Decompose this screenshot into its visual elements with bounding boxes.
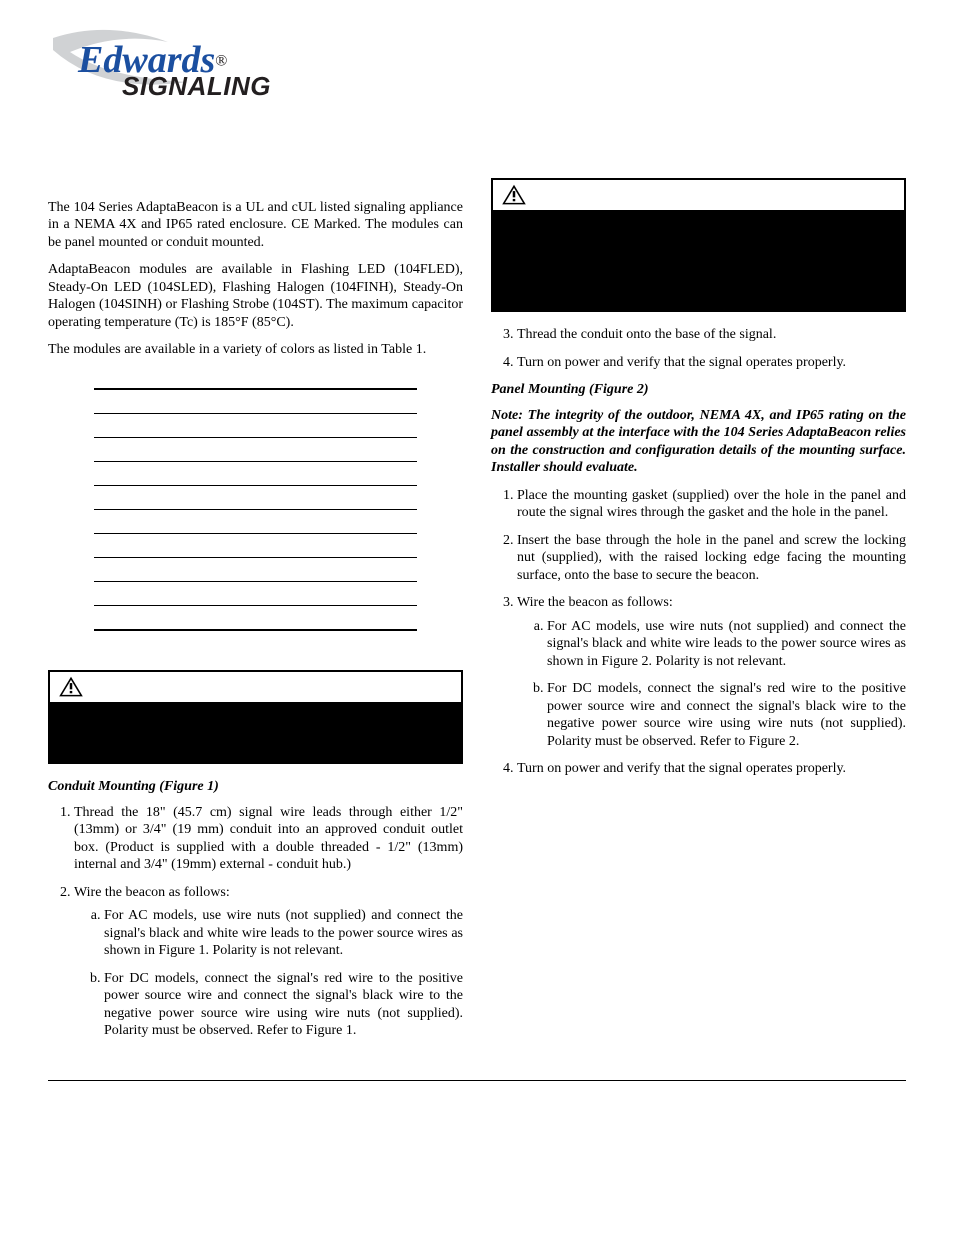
page: Edwards® SIGNALING 104 Series AdaptaBeac… — [0, 0, 954, 1121]
table-cell: — — [173, 438, 295, 462]
caution-header: CAUTION — [493, 180, 904, 210]
table-cell: — — [94, 582, 173, 606]
table-cell: — — [94, 534, 173, 558]
conduit-sub-list: For AC models, use wire nuts (not suppli… — [74, 907, 463, 1040]
table-caption: Table 1. Lens and LED Colors — [48, 369, 463, 387]
section-heading-installation: Installation — [48, 645, 463, 664]
table-cell: — — [295, 414, 417, 438]
list-item: For AC models, use wire nuts (not suppli… — [547, 618, 906, 671]
table-cell: — — [94, 462, 173, 486]
list-item: Insert the base through the hole in the … — [517, 532, 906, 585]
table-header: Model — [94, 389, 173, 414]
table-cell: — — [94, 606, 173, 631]
right-column: CAUTION Components on the circuit board … — [491, 172, 906, 1050]
warning-header: WARNING — [50, 672, 461, 702]
table-header: LED Color — [295, 389, 417, 414]
list-item: Turn on power and verify that the signal… — [517, 354, 906, 372]
list-item-text: Wire the beacon as follows: — [74, 885, 230, 900]
table-header: Lens Color — [173, 389, 295, 414]
table-cell: — — [295, 534, 417, 558]
table-cell: — — [295, 486, 417, 510]
table-cell: — — [173, 510, 295, 534]
table-cell: — — [94, 558, 173, 582]
table-cell: — — [173, 534, 295, 558]
table-cell: — — [94, 414, 173, 438]
warning-box: WARNING To prevent electrical shock, do … — [48, 670, 463, 764]
table-cell: — — [173, 462, 295, 486]
list-item: For DC models, connect the signal's red … — [547, 680, 906, 750]
list-item: Wire the beacon as follows: For AC model… — [517, 594, 906, 750]
table-cell: — — [173, 582, 295, 606]
table-cell: — — [173, 606, 295, 631]
caution-body: Components on the circuit board are stat… — [493, 210, 904, 310]
left-column: Product Description The 104 Series Adapt… — [48, 172, 463, 1050]
section-heading-product-description: Product Description — [48, 174, 463, 193]
color-table: Model Lens Color LED Color ——— ——— ——— —… — [94, 388, 418, 631]
list-item: For AC models, use wire nuts (not suppli… — [104, 907, 463, 960]
intro-paragraph-2: AdaptaBeacon modules are available in Fl… — [48, 261, 463, 331]
list-item: Turn on power and verify that the signal… — [517, 760, 906, 778]
list-item: For DC models, connect the signal's red … — [104, 970, 463, 1040]
content-columns: Product Description The 104 Series Adapt… — [48, 172, 906, 1050]
caution-box: CAUTION Components on the circuit board … — [491, 178, 906, 312]
conduit-steps-continued: Thread the conduit onto the base of the … — [491, 326, 906, 371]
table-cell: — — [295, 606, 417, 631]
table-cell: — — [295, 582, 417, 606]
panel-mounting-note: Note: The integrity of the outdoor, NEMA… — [491, 407, 906, 477]
logo-registered: ® — [215, 53, 227, 70]
document-title: 104 Series AdaptaBeacon® Installation In… — [48, 126, 906, 152]
conduit-mounting-heading: Conduit Mounting (Figure 1) — [48, 778, 463, 796]
intro-paragraph-3: The modules are available in a variety o… — [48, 341, 463, 359]
table-cell: — — [295, 558, 417, 582]
brand-logo: Edwards® SIGNALING — [48, 28, 906, 102]
warning-triangle-icon — [58, 676, 84, 698]
panel-sub-list: For AC models, use wire nuts (not suppli… — [517, 618, 906, 751]
table-cell: — — [94, 438, 173, 462]
table-cell: — — [295, 438, 417, 462]
table-cell: — — [173, 558, 295, 582]
panel-steps-list: Place the mounting gasket (supplied) ove… — [491, 487, 906, 778]
table-cell: — — [94, 486, 173, 510]
table-cell: — — [295, 462, 417, 486]
warning-title: WARNING — [92, 678, 165, 697]
table-cell: — — [295, 510, 417, 534]
list-item: Wire the beacon as follows: For AC model… — [74, 884, 463, 1040]
caution-triangle-icon — [501, 184, 527, 206]
warning-body: To prevent electrical shock, do not conn… — [50, 702, 461, 762]
logo-text-signaling: SIGNALING — [122, 71, 906, 102]
caution-title: CAUTION — [535, 186, 603, 205]
table-cell: — — [173, 414, 295, 438]
intro-paragraph-1: The 104 Series AdaptaBeacon is a UL and … — [48, 199, 463, 252]
panel-mounting-heading: Panel Mounting (Figure 2) — [491, 381, 906, 399]
table-cell: — — [94, 510, 173, 534]
list-item-text: Wire the beacon as follows: — [517, 595, 673, 610]
list-item: Place the mounting gasket (supplied) ove… — [517, 487, 906, 522]
list-item: Thread the 18" (45.7 cm) signal wire lea… — [74, 804, 463, 874]
list-item: Thread the conduit onto the base of the … — [517, 326, 906, 344]
table-cell: — — [173, 486, 295, 510]
conduit-steps-list: Thread the 18" (45.7 cm) signal wire lea… — [48, 804, 463, 1040]
footer-rule — [48, 1080, 906, 1081]
